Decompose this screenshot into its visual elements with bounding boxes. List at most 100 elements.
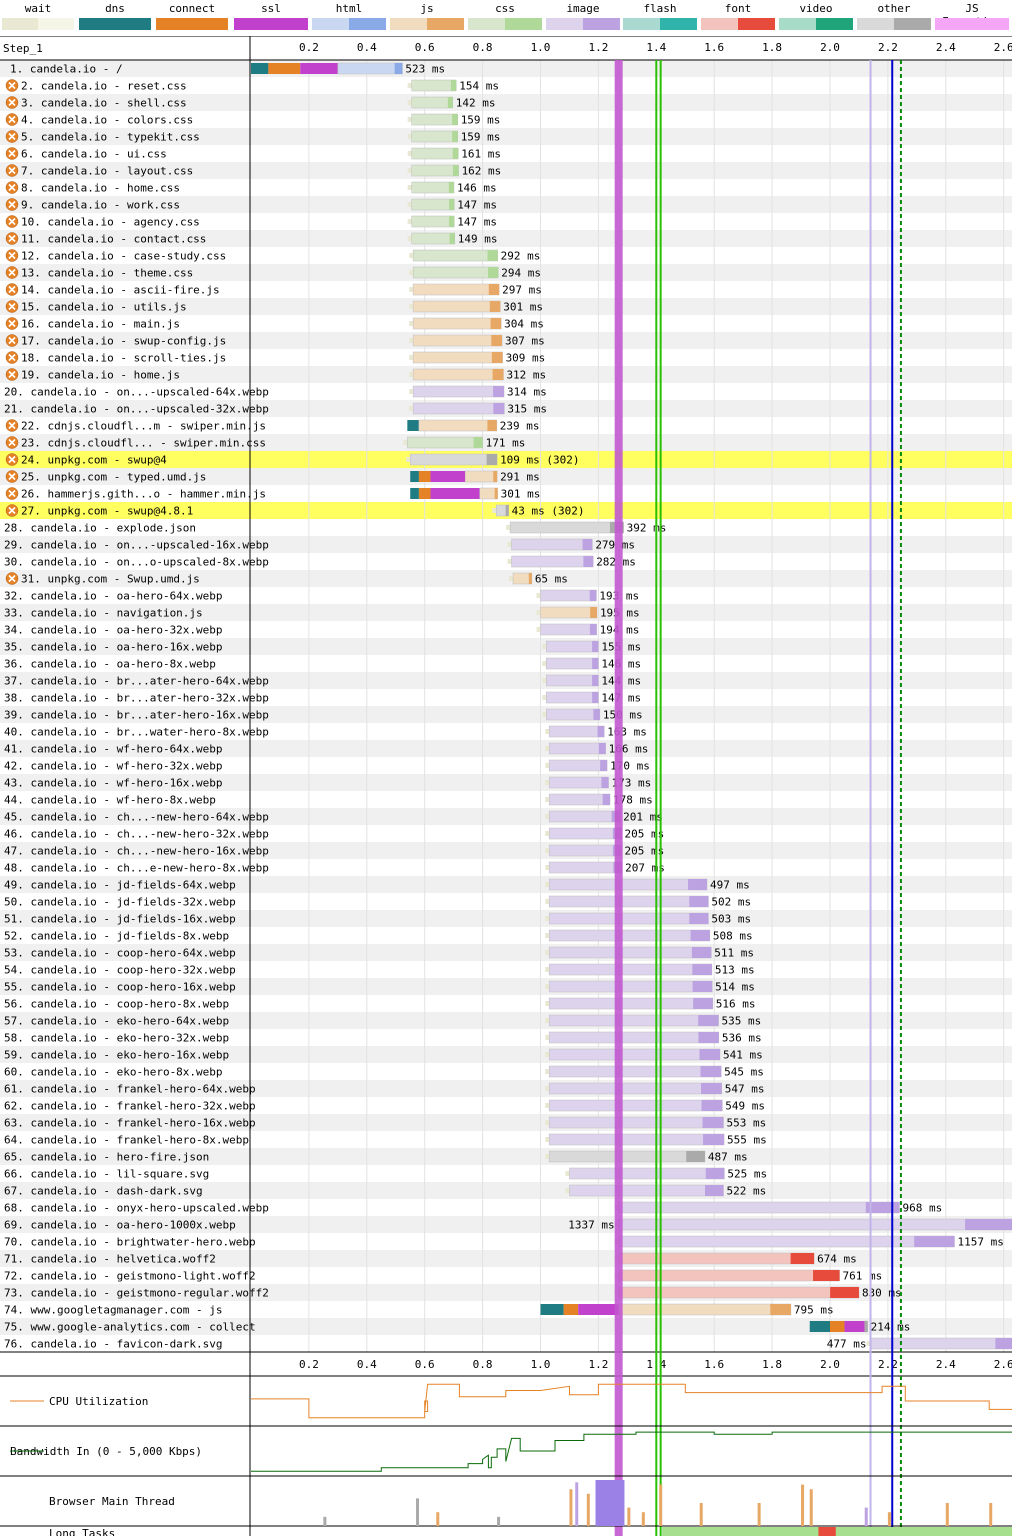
download-segment xyxy=(449,233,455,244)
tick-label-top: 0.2 xyxy=(299,41,319,54)
download-segment xyxy=(582,539,593,550)
tick-label-top: 0.4 xyxy=(357,41,377,54)
request-label: 63. candela.io - frankel-hero-16x.webp xyxy=(4,1117,256,1130)
row-background xyxy=(0,876,1012,893)
row-background xyxy=(0,672,1012,689)
legend-item-wait: wait xyxy=(2,0,74,34)
request-label: 7. candela.io - layout.css xyxy=(21,165,193,178)
request-time-label: 147 ms xyxy=(457,216,497,229)
tick-label-top: 1.2 xyxy=(588,41,608,54)
row-background xyxy=(0,604,1012,621)
main-thread-spike xyxy=(641,1512,645,1526)
legend-swatch xyxy=(312,18,386,30)
download-segment xyxy=(704,1185,724,1196)
request-label: 43. candela.io - wf-hero-16x.webp xyxy=(4,777,223,790)
download-segment xyxy=(487,420,497,431)
request-time-label: 549 ms xyxy=(725,1100,765,1113)
request-bar xyxy=(548,997,714,1010)
row-background xyxy=(0,638,1012,655)
request-label: 68. candela.io - onyx-hero-upscaled.webp xyxy=(4,1202,269,1215)
request-bar xyxy=(412,249,498,262)
request-label: 10. candela.io - agency.css xyxy=(21,216,200,229)
request-bar xyxy=(548,1150,706,1163)
legend-label: other xyxy=(877,2,911,15)
request-time-label: 761 ms xyxy=(843,1270,883,1283)
row-background xyxy=(0,587,1012,604)
request-time-label: 503 ms xyxy=(711,913,751,926)
row-background xyxy=(0,1012,1012,1029)
row-background xyxy=(0,910,1012,927)
request-bar xyxy=(411,181,455,194)
download-segment xyxy=(449,199,455,210)
request-time-label: 109 ms (302) xyxy=(500,454,579,467)
row-background xyxy=(0,315,1012,332)
request-label: 74. www.googletagmanager.com - js xyxy=(4,1304,223,1317)
request-bar xyxy=(546,640,599,653)
request-time-label: 291 ms xyxy=(500,471,540,484)
download-segment xyxy=(692,981,713,992)
warning-icon-cross xyxy=(8,217,16,226)
download-segment xyxy=(493,386,505,397)
request-time-label: 1157 ms xyxy=(957,1236,1003,1249)
request-label: 52. candela.io - jd-fields-8x.webp xyxy=(4,930,229,943)
legend-item-js: js xyxy=(390,0,464,34)
download-segment xyxy=(690,930,710,941)
request-time-label: 65 ms xyxy=(535,573,568,586)
request-bar xyxy=(548,895,709,908)
ssl-segment xyxy=(430,471,466,482)
request-bar xyxy=(548,929,711,942)
request-time-label: 142 ms xyxy=(456,97,496,110)
main-thread-spike xyxy=(757,1503,761,1526)
connect-segment xyxy=(563,1304,579,1315)
download-segment xyxy=(589,624,597,635)
warning-icon-cross xyxy=(8,353,16,362)
tick-label-bottom: 0.4 xyxy=(357,1358,377,1371)
request-time-label: 205 ms xyxy=(625,845,665,858)
warning-icon-cross xyxy=(8,251,16,260)
legend-swatch xyxy=(468,18,542,30)
request-bar xyxy=(548,844,622,857)
download-segment xyxy=(691,947,712,958)
request-label: 6. candela.io - ui.css xyxy=(21,148,167,161)
row-background xyxy=(0,417,1012,434)
request-label: 27. unpkg.com - swup@4.8.1 xyxy=(21,505,193,518)
row-background xyxy=(0,774,1012,791)
request-time-label: 178 ms xyxy=(613,794,653,807)
legend-swatch xyxy=(935,18,1009,30)
request-time-label: 545 ms xyxy=(724,1066,764,1079)
tick-label-bottom: 0.8 xyxy=(473,1358,493,1371)
connect-segment xyxy=(830,1321,845,1332)
main-thread-spike xyxy=(497,1516,501,1526)
request-label: 41. candela.io - wf-hero-64x.webp xyxy=(4,743,223,756)
legend-swatch xyxy=(701,18,775,30)
row-background xyxy=(0,519,1012,536)
download-segment xyxy=(452,148,459,159)
warning-icon-cross xyxy=(8,489,16,498)
request-bar xyxy=(618,1286,860,1299)
legend-item-image: image xyxy=(546,0,620,34)
legend-label: js xyxy=(420,2,434,15)
warning-icon-cross xyxy=(8,200,16,209)
request-time-label: 297 ms xyxy=(502,284,542,297)
row-background xyxy=(0,1063,1012,1080)
legend-label: connect xyxy=(168,2,216,15)
request-time-label: 166 ms xyxy=(609,743,649,756)
download-segment xyxy=(490,318,502,329)
request-label: 4. candela.io - colors.css xyxy=(21,114,193,127)
request-bar xyxy=(548,793,611,806)
download-segment xyxy=(590,607,597,618)
request-bar xyxy=(548,1031,720,1044)
row-background xyxy=(0,1080,1012,1097)
request-label: 20. candela.io - on...-upscaled-64x.webp xyxy=(4,386,269,399)
warning-icon-cross xyxy=(8,574,16,583)
request-bar xyxy=(418,419,498,432)
request-time-label: 171 ms xyxy=(486,437,526,450)
request-label: 18. candela.io - scroll-ties.js xyxy=(21,352,226,365)
request-bar xyxy=(412,266,499,279)
main-thread-spike xyxy=(809,1489,813,1526)
request-time-label: 487 ms xyxy=(708,1151,748,1164)
row-background xyxy=(0,1318,1012,1335)
request-bar xyxy=(511,555,594,568)
request-time-label: 163 ms xyxy=(607,726,647,739)
main-thread-spike xyxy=(699,1503,703,1526)
